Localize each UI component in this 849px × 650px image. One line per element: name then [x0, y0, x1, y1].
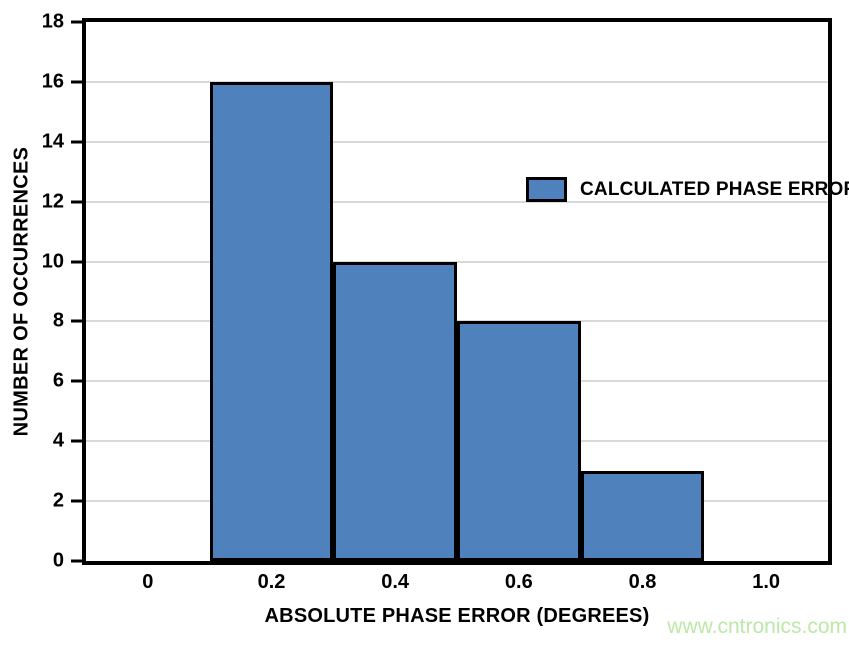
y-tick-mark-14 — [71, 140, 82, 144]
bars — [86, 22, 828, 561]
y-tick-label-10: 10 — [41, 250, 64, 273]
x-tick-label-1.0: 1.0 — [752, 571, 781, 593]
x-tick-labels: 0 0.2 0.4 0.6 0.8 1.0 — [86, 571, 828, 597]
x-tick-label-0.4: 0.4 — [381, 571, 410, 593]
gridline-12 — [86, 200, 828, 203]
y-tick-label-12: 12 — [41, 190, 64, 213]
y-tick-mark-0 — [71, 559, 82, 563]
y-tick-label-2: 2 — [52, 489, 64, 512]
gridline-16 — [86, 80, 828, 83]
gridline-14 — [86, 140, 828, 143]
y-tick-labels: 0 2 4 6 8 10 12 14 16 18 — [0, 11, 64, 572]
y-tick-mark-6 — [71, 379, 82, 383]
bar-0.2 — [209, 81, 334, 561]
plot-area: CALCULATED PHASE ERROR — [82, 18, 849, 565]
y-tick-mark-4 — [71, 439, 82, 443]
y-tick-label-0: 0 — [52, 549, 64, 572]
y-tick-label-8: 8 — [52, 309, 64, 332]
x-tick-label-0.2: 0.2 — [257, 571, 286, 593]
x-tick-label-0.8: 0.8 — [628, 571, 657, 593]
y-tick-label-14: 14 — [41, 130, 64, 153]
y-tick-mark-16 — [71, 80, 82, 84]
y-tick-mark-10 — [71, 260, 82, 264]
watermark: www.cntronics.com — [667, 615, 847, 638]
y-tick-marks — [71, 20, 82, 563]
x-axis-title: ABSOLUTE PHASE ERROR (DEGREES) — [264, 605, 650, 627]
y-tick-mark-18 — [71, 20, 82, 24]
y-tick-label-18: 18 — [41, 10, 64, 33]
y-tick-mark-12 — [71, 200, 82, 204]
x-tick-label-0.6: 0.6 — [504, 571, 533, 593]
bar-0.8 — [580, 471, 705, 561]
legend-label: CALCULATED PHASE ERROR — [580, 178, 849, 200]
y-tick-label-6: 6 — [52, 369, 64, 392]
y-tick-mark-2 — [71, 499, 82, 503]
gridline-10 — [86, 260, 828, 263]
bar-0.6 — [457, 321, 581, 561]
y-tick-mark-8 — [71, 319, 82, 323]
legend-swatch — [526, 177, 567, 202]
x-tick-label-0: 0 — [142, 571, 154, 593]
legend: CALCULATED PHASE ERROR — [526, 177, 849, 202]
y-tick-label-4: 4 — [52, 429, 64, 452]
y-tick-label-16: 16 — [41, 70, 64, 93]
bar-0.4 — [333, 261, 457, 561]
